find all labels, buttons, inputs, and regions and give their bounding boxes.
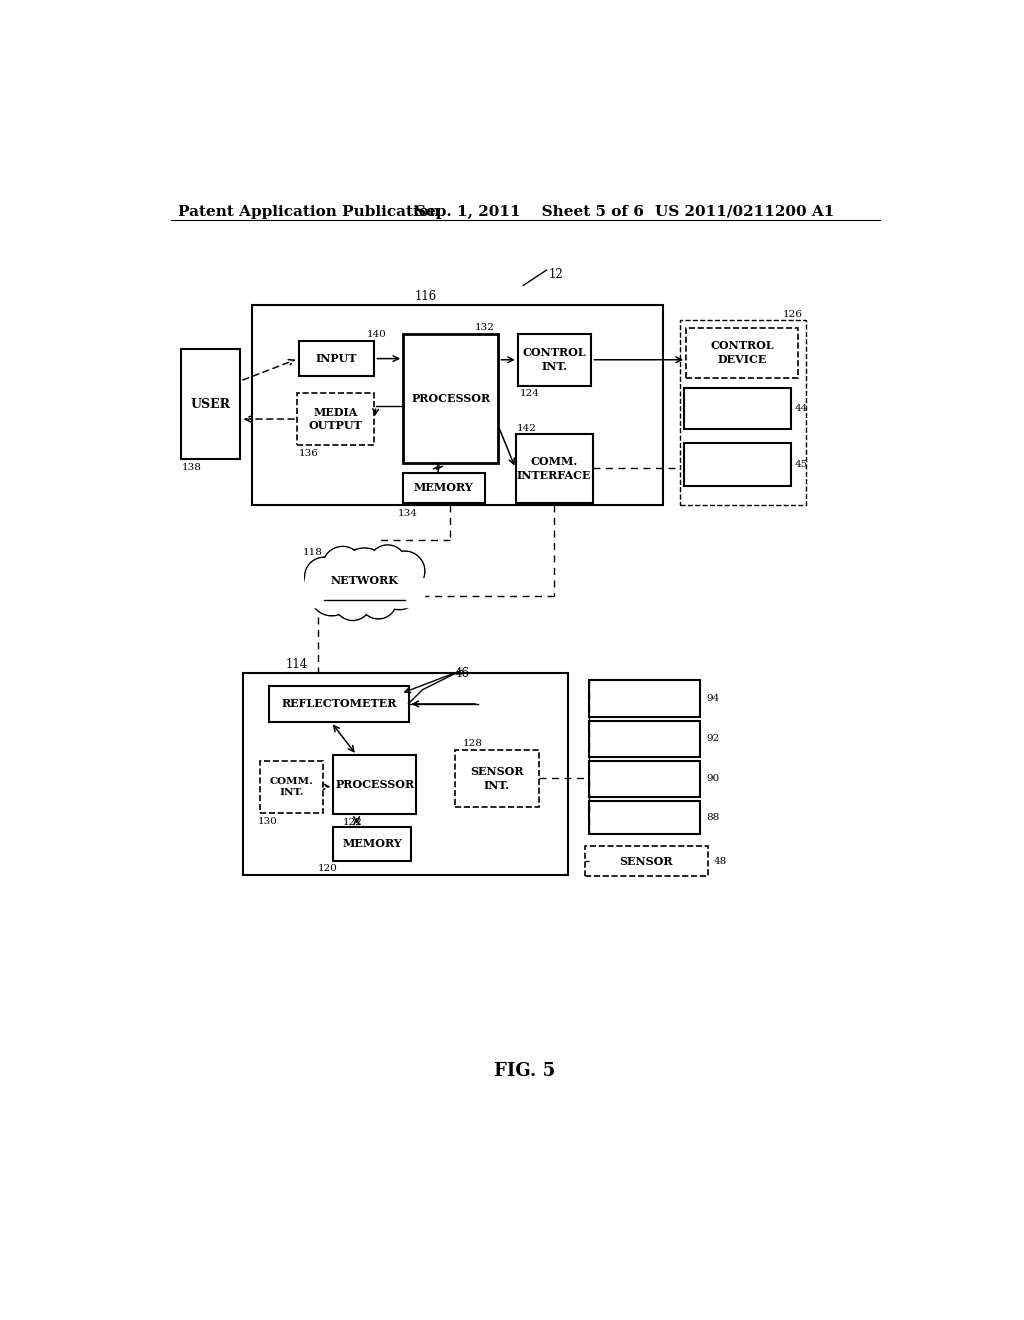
Bar (684, 388, 791, 429)
Circle shape (341, 549, 388, 597)
Text: 92: 92 (707, 734, 720, 743)
Text: Patent Application Publication: Patent Application Publication (178, 205, 440, 219)
Bar (297, 393, 375, 445)
Text: 122: 122 (343, 818, 362, 828)
Bar (305, 578, 424, 607)
Bar (686, 327, 799, 378)
Text: FIG. 5: FIG. 5 (495, 1061, 555, 1080)
Bar (455, 750, 539, 807)
Bar (403, 334, 499, 462)
Text: 120: 120 (317, 865, 338, 874)
Circle shape (335, 585, 371, 619)
Circle shape (340, 548, 389, 598)
Circle shape (385, 552, 425, 591)
Bar (180, 350, 241, 459)
Circle shape (359, 582, 397, 619)
Text: 132: 132 (475, 323, 495, 333)
Text: 116: 116 (415, 290, 437, 304)
Bar (260, 760, 324, 813)
Circle shape (379, 570, 420, 610)
Text: 126: 126 (782, 310, 802, 318)
Circle shape (311, 574, 352, 615)
Text: 138: 138 (182, 462, 202, 471)
Bar (586, 846, 708, 876)
Text: 45: 45 (795, 459, 808, 469)
Bar (403, 473, 484, 503)
Text: COMM.
INT.: COMM. INT. (269, 776, 313, 797)
Text: SENSOR: SENSOR (620, 855, 673, 866)
Text: 134: 134 (397, 508, 418, 517)
Text: 46: 46 (455, 667, 470, 680)
Text: USER: USER (190, 397, 230, 411)
Text: INPUT: INPUT (315, 354, 357, 364)
Circle shape (371, 546, 406, 581)
Text: Sep. 1, 2011    Sheet 5 of 6: Sep. 1, 2011 Sheet 5 of 6 (415, 205, 644, 219)
Bar (518, 334, 592, 385)
Bar (252, 305, 663, 506)
Text: MEDIA
OUTPUT: MEDIA OUTPUT (309, 407, 362, 432)
Bar (589, 760, 700, 797)
Text: 130: 130 (258, 817, 279, 826)
Text: CONTROL
DEVICE: CONTROL DEVICE (711, 341, 774, 366)
Bar (589, 681, 700, 717)
Text: COMM.
INTERFACE: COMM. INTERFACE (517, 455, 592, 480)
Text: CONTROL
INT.: CONTROL INT. (523, 347, 587, 372)
Circle shape (369, 545, 407, 582)
Text: 136: 136 (299, 449, 318, 458)
Bar (589, 721, 700, 756)
Text: 44: 44 (795, 404, 808, 413)
Text: 140: 140 (367, 330, 387, 339)
Text: NETWORK: NETWORK (331, 576, 398, 586)
Circle shape (334, 583, 372, 620)
Text: 128: 128 (463, 739, 482, 748)
Text: 142: 142 (517, 424, 537, 433)
Bar (299, 341, 375, 376)
Text: 48: 48 (714, 857, 727, 866)
Circle shape (380, 570, 418, 609)
Bar (334, 826, 411, 861)
Circle shape (310, 573, 353, 615)
Circle shape (305, 557, 343, 595)
Circle shape (360, 583, 395, 618)
Bar (269, 686, 409, 722)
Text: 12: 12 (549, 268, 563, 281)
Bar (680, 321, 806, 506)
Text: 118: 118 (302, 548, 323, 557)
Circle shape (306, 558, 342, 594)
Circle shape (323, 546, 362, 586)
Text: MEMORY: MEMORY (414, 482, 474, 494)
Text: PROCESSOR: PROCESSOR (412, 393, 490, 404)
Text: 94: 94 (707, 694, 720, 704)
Text: 90: 90 (707, 774, 720, 783)
Text: MEMORY: MEMORY (342, 838, 402, 849)
Text: REFLECTOMETER: REFLECTOMETER (282, 698, 396, 709)
Circle shape (324, 548, 361, 585)
Text: SENSOR
INT.: SENSOR INT. (470, 766, 523, 791)
Bar (589, 800, 700, 834)
Text: 124: 124 (519, 389, 540, 399)
Bar (334, 755, 417, 814)
Text: 88: 88 (707, 813, 720, 822)
Text: US 2011/0211200 A1: US 2011/0211200 A1 (655, 205, 835, 219)
Circle shape (386, 552, 424, 590)
Text: 114: 114 (286, 659, 307, 671)
Bar (515, 434, 593, 503)
Bar (243, 673, 568, 875)
Bar (684, 444, 791, 486)
Text: PROCESSOR: PROCESSOR (335, 779, 415, 791)
